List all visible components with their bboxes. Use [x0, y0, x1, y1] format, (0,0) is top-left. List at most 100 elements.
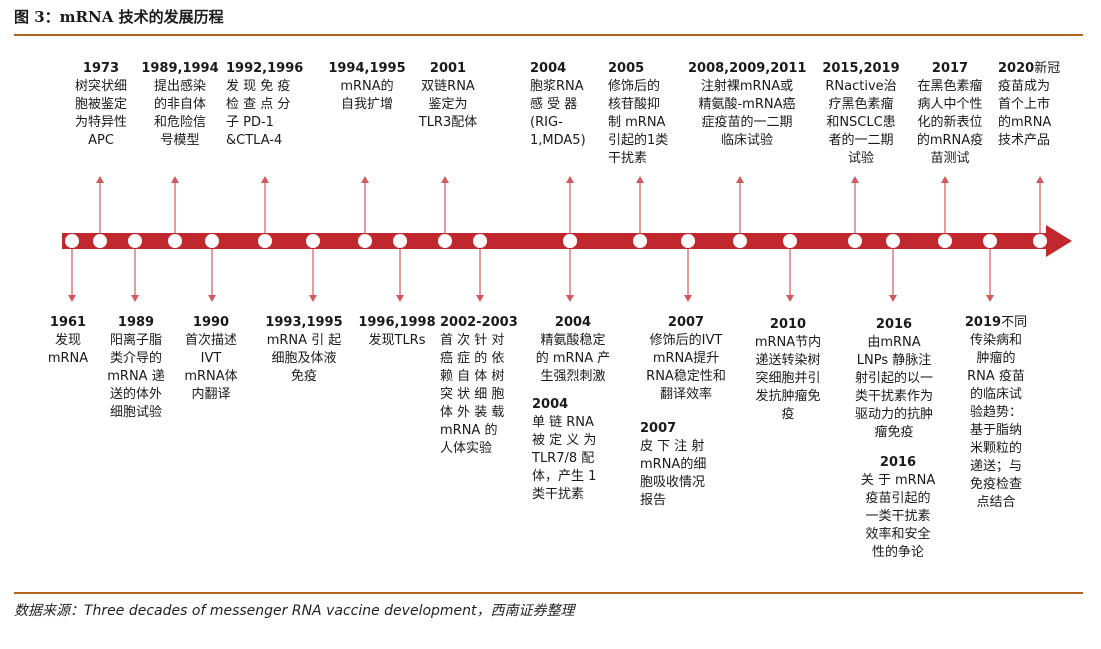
- bottom-event: 2010 mRNA节内 递送转染树 突细胞并引 发抗肿瘤免 疫: [742, 316, 834, 424]
- bottom-event: 1990 首次描述 IVT mRNA体 内翻译: [176, 314, 246, 404]
- top-event: 2005 修饰后的 核苷酸抑 制 mRNA 引起的1类 干扰素: [608, 60, 686, 168]
- connector-arrowhead: [566, 176, 574, 183]
- timeline-node: [168, 234, 182, 248]
- top-event: 1989,1994 提出感染 的非自体 和危险信 号模型: [140, 60, 220, 150]
- event-description: 皮 下 注 射 mRNA的细 胞吸收情况 报告: [640, 439, 707, 508]
- bottom-event: 2004 单 链 RNA 被 定 义 为 TLR7/8 配 体，产生 1 类干扰素: [532, 396, 618, 504]
- connector-arrowhead: [309, 295, 317, 302]
- event-description: 阳离子脂 类介导的 mRNA 递 送的体外 细胞试验: [107, 333, 165, 420]
- event-year: 2008,2009,2011: [688, 61, 807, 76]
- timeline-node: [783, 234, 797, 248]
- event-description: 发现TLRs: [368, 333, 426, 348]
- event-description: 注射裸mRNA或 精氨酸-mRNA癌 症疫苗的一二期 临床试验: [698, 79, 796, 148]
- event-year: 1989,1994: [141, 61, 219, 76]
- timeline-node: [633, 234, 647, 248]
- timeline-node: [563, 234, 577, 248]
- top-event: 2008,2009,2011 注射裸mRNA或 精氨酸-mRNA癌 症疫苗的一二期…: [688, 60, 806, 150]
- connector-arrowhead: [941, 176, 949, 183]
- top-event: 1973 树突状细 胞被鉴定 为特异性 APC: [66, 60, 136, 150]
- timeline-node: [848, 234, 862, 248]
- event-year: 1990: [192, 315, 230, 330]
- connector-arrowhead: [851, 176, 859, 183]
- event-year: 1973: [82, 61, 120, 76]
- connector-arrowhead: [261, 176, 269, 183]
- event-year: 2016: [875, 317, 913, 332]
- event-description: 提出感染 的非自体 和危险信 号模型: [153, 79, 206, 148]
- event-description: mRNA的 自我扩增: [340, 79, 394, 112]
- event-description: 精氨酸稳定 的 mRNA 产 生强烈刺激: [535, 333, 611, 384]
- timeline-node: [681, 234, 695, 248]
- event-year: 2005: [608, 61, 645, 76]
- bottom-event: 1993,1995 mRNA 引 起 细胞及体液 免疫: [256, 314, 352, 386]
- bottom-rule: [14, 592, 1083, 594]
- timeline-node: [258, 234, 272, 248]
- timeline-node: [438, 234, 452, 248]
- event-year: 1994,1995: [328, 61, 406, 76]
- connector-arrowhead: [96, 176, 104, 183]
- connector-arrowhead: [361, 176, 369, 183]
- event-year: 2007: [667, 315, 705, 330]
- event-description: 新冠 疫苗成为 首个上市 的mRNA 技术产品: [998, 61, 1061, 148]
- timeline-node: [128, 234, 142, 248]
- event-description: 首次描述 IVT mRNA体 内翻译: [184, 333, 238, 402]
- connector-arrowhead: [208, 295, 216, 302]
- event-description: 在黑色素瘤 病人中个性 化的新表位 的mRNA疫 苗测试: [916, 79, 984, 166]
- event-year: 1989: [117, 315, 155, 330]
- event-description: mRNA节内 递送转染树 突细胞并引 发抗肿瘤免 疫: [754, 335, 822, 422]
- bottom-event: 2019不同 传染病和 肿瘤的 RNA 疫苗 的临床试 验趋势： 基于脂纳 米颗…: [958, 314, 1034, 512]
- top-event: 2004 胞浆RNA 感 受 器 (RIG- 1,MDA5): [530, 60, 608, 150]
- event-year: 2004: [530, 61, 567, 76]
- event-description: 不同 传染病和 肿瘤的 RNA 疫苗 的临床试 验趋势： 基于脂纳 米颗粒的 递…: [967, 315, 1028, 510]
- connector-arrowhead: [396, 295, 404, 302]
- top-rule: [14, 34, 1083, 36]
- timeline-node: [938, 234, 952, 248]
- event-description: 首 次 针 对 癌 症 的 依 赖 自 体 树 突 状 细 胞 体 外 装 载 …: [440, 333, 505, 456]
- timeline-node: [473, 234, 487, 248]
- event-description: 单 链 RNA 被 定 义 为 TLR7/8 配 体，产生 1 类干扰素: [532, 415, 597, 502]
- event-description: 修饰后的IVT mRNA提升 RNA稳定性和 翻译效率: [646, 333, 726, 402]
- event-year: 2016: [879, 455, 917, 470]
- connector-arrowhead: [636, 176, 644, 183]
- event-year: 2002-2003: [440, 315, 518, 330]
- connector-arrowhead: [736, 176, 744, 183]
- connector-arrowhead: [786, 295, 794, 302]
- event-year: 2015,2019: [822, 61, 900, 76]
- event-year: 1993,1995: [265, 315, 343, 330]
- bottom-event: 2007 修饰后的IVT mRNA提升 RNA稳定性和 翻译效率: [632, 314, 740, 404]
- event-year: 1961: [49, 315, 87, 330]
- timeline-node: [93, 234, 107, 248]
- bottom-event: 2004 精氨酸稳定 的 mRNA 产 生强烈刺激: [528, 314, 618, 386]
- event-description: 发现 mRNA: [47, 333, 89, 366]
- top-event: 2001 双链RNA 鉴定为 TLR3配体: [410, 60, 486, 132]
- bottom-event: 1989 阳离子脂 类介导的 mRNA 递 送的体外 细胞试验: [96, 314, 176, 422]
- bottom-event: 1961 发现 mRNA: [40, 314, 96, 368]
- event-description: 发 现 免 疫 检 查 点 分 子 PD-1 &CTLA-4: [226, 79, 291, 148]
- connector-arrowhead: [68, 295, 76, 302]
- event-description: 修饰后的 核苷酸抑 制 mRNA 引起的1类 干扰素: [608, 79, 669, 166]
- connector-arrowhead: [986, 295, 994, 302]
- timeline-node: [393, 234, 407, 248]
- connector-arrowhead: [476, 295, 484, 302]
- top-event: 2015,2019 RNactive治 疗黑色素瘤 和NSCLC患 者的一二期 试…: [818, 60, 904, 168]
- timeline-node: [205, 234, 219, 248]
- event-description: 胞浆RNA 感 受 器 (RIG- 1,MDA5): [530, 79, 586, 148]
- connector-arrowhead: [441, 176, 449, 183]
- timeline-node: [65, 234, 79, 248]
- event-year: 2020: [998, 61, 1035, 76]
- event-description: RNactive治 疗黑色素瘤 和NSCLC患 者的一二期 试验: [825, 79, 897, 166]
- timeline-node: [733, 234, 747, 248]
- bottom-event: 1996,1998 发现TLRs: [355, 314, 439, 350]
- event-description: 树突状细 胞被鉴定 为特异性 APC: [74, 79, 127, 148]
- bottom-event: 2007 皮 下 注 射 mRNA的细 胞吸收情况 报告: [640, 420, 732, 510]
- figure-title: 图 3：mRNA 技术的发展历程: [14, 8, 224, 26]
- bottom-event: 2002-2003 首 次 针 对 癌 症 的 依 赖 自 体 树 突 状 细 胞…: [440, 314, 524, 458]
- source-note: 数据来源：Three decades of messenger RNA vacc…: [14, 603, 575, 619]
- bottom-event: 2016 关 于 mRNA 疫苗引起的 一类干扰素 效率和安全 性的争论: [852, 454, 944, 562]
- connector-arrowhead: [889, 295, 897, 302]
- top-event: 2020新冠 疫苗成为 首个上市 的mRNA 技术产品: [998, 60, 1070, 150]
- connector-arrowhead: [684, 295, 692, 302]
- event-description: 关 于 mRNA 疫苗引起的 一类干扰素 效率和安全 性的争论: [860, 473, 936, 560]
- connector-arrowhead: [171, 176, 179, 183]
- top-event: 2017 在黑色素瘤 病人中个性 化的新表位 的mRNA疫 苗测试: [908, 60, 992, 168]
- event-description: mRNA 引 起 细胞及体液 免疫: [266, 333, 342, 384]
